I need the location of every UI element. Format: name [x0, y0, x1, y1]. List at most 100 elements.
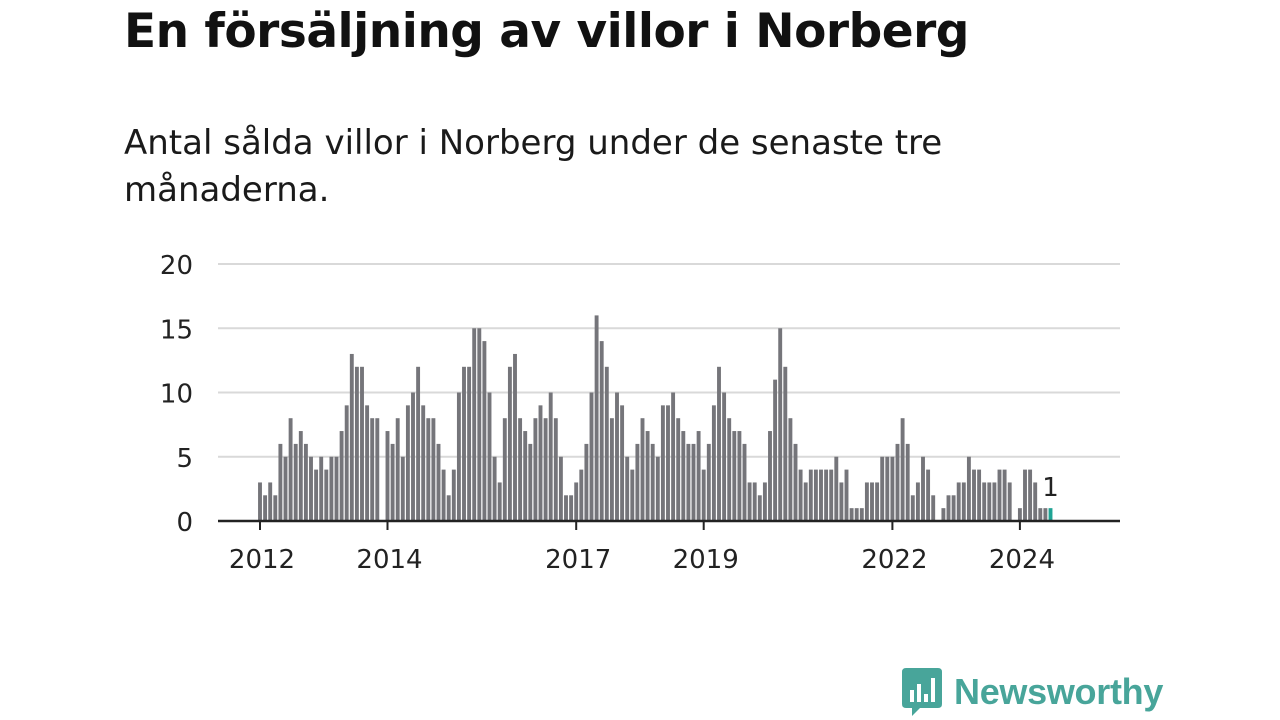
x-tick-label: 2012	[229, 545, 295, 575]
bar	[768, 431, 772, 521]
x-axis-tick-labels: 2012 2014 2017 2019 2022 2024	[229, 521, 1055, 575]
bar	[615, 392, 619, 521]
bar	[864, 482, 869, 521]
bar	[569, 495, 574, 521]
bar	[589, 392, 594, 521]
bar	[268, 482, 273, 521]
bar	[451, 469, 456, 521]
bar	[951, 495, 956, 521]
bar	[666, 405, 670, 521]
bar	[640, 418, 645, 521]
y-axis-tick-labels: 0 5 10 15 20	[160, 251, 193, 538]
bar	[778, 328, 783, 521]
bar	[354, 366, 359, 521]
bar	[579, 469, 584, 521]
bar	[390, 443, 395, 521]
bar	[931, 495, 936, 521]
bar	[487, 392, 492, 521]
bar	[360, 366, 364, 521]
bar	[706, 443, 711, 521]
bar	[467, 366, 472, 521]
bar	[324, 469, 329, 521]
bar	[676, 418, 681, 521]
chart-subtitle: Antal sålda villor i Norberg under de se…	[124, 123, 943, 210]
y-tick-label: 0	[176, 508, 193, 538]
x-tick-label: 2014	[356, 545, 422, 575]
bar	[416, 366, 421, 521]
bar	[477, 328, 482, 521]
bar	[263, 495, 268, 521]
bar	[650, 443, 655, 521]
bar	[870, 482, 874, 521]
bar	[385, 431, 390, 521]
bar	[462, 366, 466, 521]
bar	[819, 469, 823, 521]
bar	[875, 482, 880, 521]
bar	[987, 482, 992, 521]
bar	[497, 482, 502, 521]
bar	[604, 366, 609, 521]
bar	[273, 495, 278, 521]
bar	[1017, 508, 1022, 521]
bar	[961, 482, 966, 521]
bar	[701, 469, 706, 521]
bar	[696, 431, 701, 521]
bars	[258, 315, 1053, 521]
bar	[671, 392, 676, 521]
bar	[926, 469, 931, 521]
bar	[502, 418, 507, 521]
bar	[609, 418, 614, 521]
brand-name: Newsworthy	[954, 671, 1164, 712]
bar	[966, 456, 971, 521]
bar	[370, 418, 375, 521]
bar	[660, 405, 665, 521]
bar	[921, 456, 925, 521]
bar	[829, 469, 834, 521]
bar	[431, 418, 436, 521]
bar	[533, 418, 538, 521]
last-value-label: 1	[1042, 473, 1059, 503]
bar	[798, 469, 803, 521]
x-tick-label: 2017	[545, 545, 611, 575]
bar	[905, 443, 910, 521]
bar	[298, 431, 303, 521]
bar	[349, 353, 354, 521]
bar	[538, 405, 543, 521]
bar	[834, 456, 839, 521]
bar	[625, 456, 630, 521]
bar	[258, 482, 262, 521]
bar	[900, 418, 905, 521]
y-tick-label: 20	[160, 251, 193, 281]
bar	[773, 379, 778, 521]
newsworthy-chart-bubble-icon	[902, 668, 942, 716]
bar	[620, 405, 625, 521]
bar	[742, 443, 747, 521]
bar	[543, 418, 548, 521]
bar	[574, 482, 579, 521]
bar	[507, 366, 512, 521]
bar	[895, 443, 900, 521]
bar	[910, 495, 915, 521]
bar	[747, 482, 752, 521]
brand-logo: Newsworthy	[902, 668, 1163, 716]
bar	[523, 431, 528, 521]
bar	[288, 418, 293, 521]
bar	[849, 508, 854, 521]
bar	[329, 456, 334, 521]
bar	[436, 443, 441, 521]
bar	[992, 482, 997, 521]
x-tick-label: 2022	[861, 545, 927, 575]
bar	[492, 456, 497, 521]
bar	[803, 482, 808, 521]
bar	[309, 456, 313, 521]
bar	[375, 418, 380, 521]
bar	[722, 392, 727, 521]
bar	[972, 469, 976, 521]
bar	[717, 366, 721, 521]
bar	[303, 443, 308, 521]
bar	[426, 418, 431, 521]
bar	[513, 353, 517, 521]
bar	[956, 482, 961, 521]
bar	[915, 482, 920, 521]
bar	[1038, 508, 1043, 521]
